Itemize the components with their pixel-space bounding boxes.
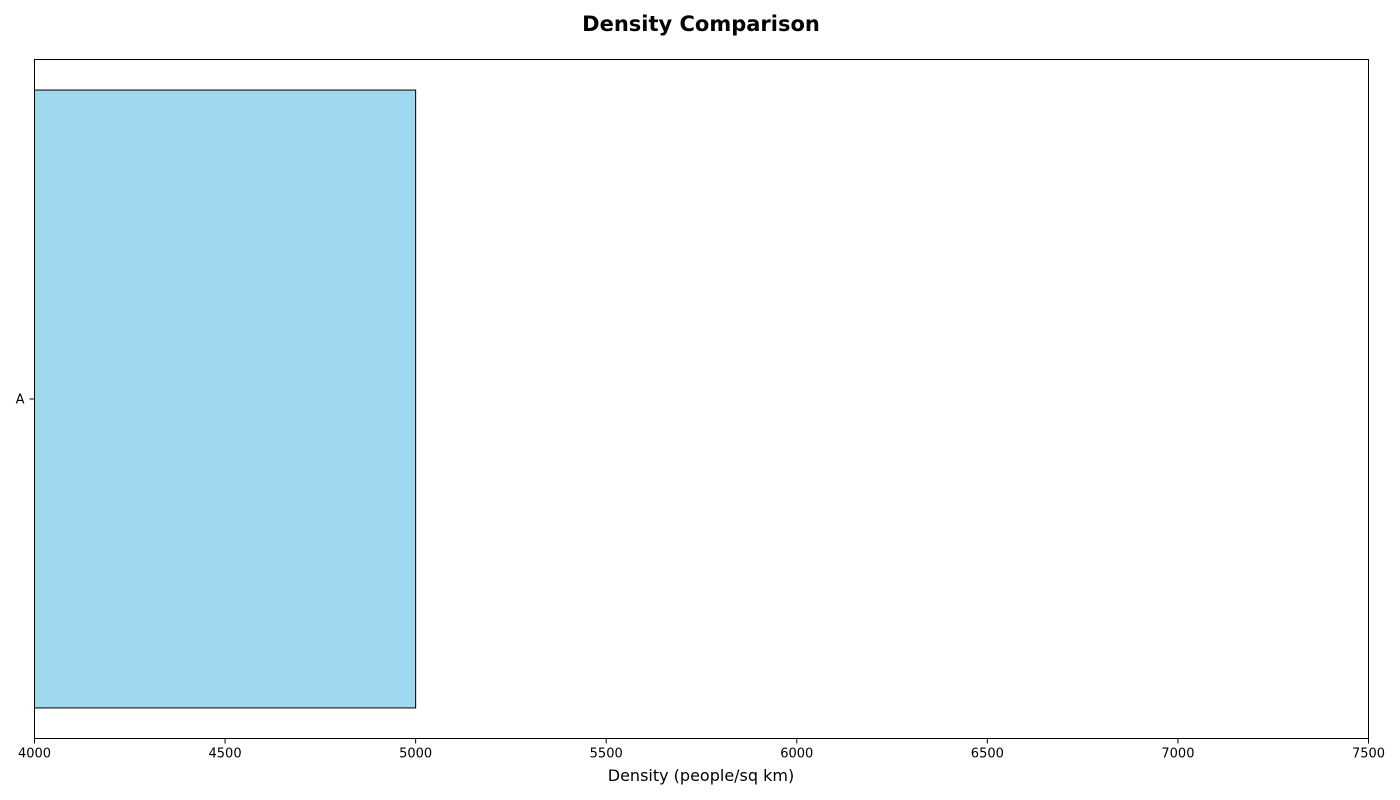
x-tick-label: 7500 [1352, 747, 1385, 762]
y-tick-label: A [16, 393, 25, 408]
x-tick-label: 6000 [780, 747, 813, 762]
x-tick-label: 4000 [18, 747, 51, 762]
x-tick-label: 7000 [1161, 747, 1194, 762]
x-tick-label: 4500 [209, 747, 242, 762]
x-tick-label: 5500 [590, 747, 623, 762]
bar-A [34, 89, 417, 709]
x-axis-label: Density (people/sq km) [608, 766, 794, 785]
chart-title: Density Comparison [582, 12, 820, 36]
y-axis-ticks: A [16, 393, 35, 408]
plot-area [34, 59, 1369, 739]
x-tick-label: 6500 [971, 747, 1004, 762]
bars-group [34, 89, 417, 709]
x-tick-label: 5000 [399, 747, 432, 762]
x-axis-ticks: 4000 4500 5000 5500 6000 6500 7000 7500 [18, 738, 1385, 762]
